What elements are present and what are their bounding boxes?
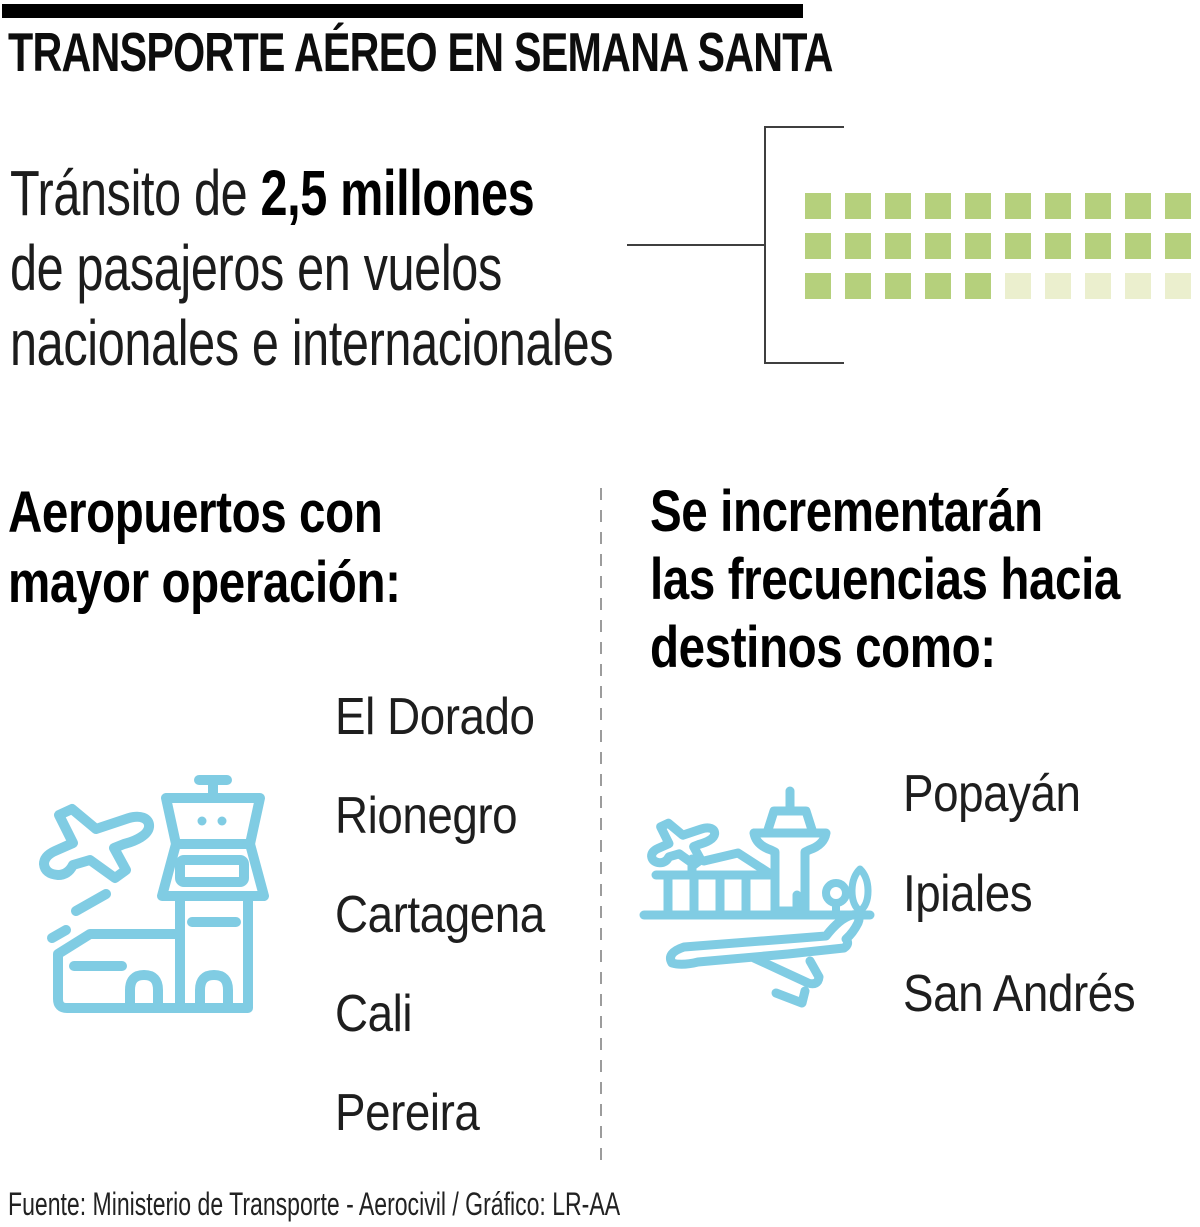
passenger-unit-filled xyxy=(845,193,871,219)
passenger-unit-filled xyxy=(805,193,831,219)
tower-cab xyxy=(161,793,265,849)
list-item: Pereira xyxy=(335,1083,480,1142)
lead-line-2: de pasajeros en vuelos xyxy=(10,232,502,304)
passenger-unit-filled xyxy=(1125,233,1151,259)
list-item: Popayán xyxy=(903,765,1081,823)
passenger-unit-filled xyxy=(1125,193,1151,219)
passenger-unit-filled xyxy=(805,273,831,299)
bracket-connector-line xyxy=(627,244,765,246)
airport-destinations-icon xyxy=(639,786,875,1008)
right-section-heading: Se incrementarán las frecuencias hacia d… xyxy=(650,479,1120,680)
passenger-unit-faded xyxy=(1005,273,1031,299)
list-item: San Andrés xyxy=(903,965,1136,1023)
lead-line-3: nacionales e internacionales xyxy=(10,307,614,379)
passenger-unit-filled xyxy=(1005,233,1031,259)
passenger-unit-filled xyxy=(885,193,911,219)
major-airports-list: El Dorado Rionegro Cartagena Cali Pereira xyxy=(335,667,545,1162)
passenger-unit-filled xyxy=(1045,193,1071,219)
passenger-unit-filled xyxy=(845,233,871,259)
destinations-list: Popayán Ipiales San Andrés xyxy=(903,744,1136,1044)
cab-window-dot xyxy=(197,816,207,826)
passenger-unit-faded xyxy=(1045,273,1071,299)
passenger-unit-faded xyxy=(1085,273,1111,299)
flying-plane-wing xyxy=(749,953,824,989)
motion-dash xyxy=(71,889,111,916)
bracket-bottom-arm xyxy=(764,362,844,364)
list-item: El Dorado xyxy=(335,687,535,746)
top-rule xyxy=(2,4,803,18)
source-credit: Fuente: Ministerio de Transporte - Aeroc… xyxy=(8,1186,621,1222)
passenger-unit-filled xyxy=(965,193,991,219)
terminal-columns xyxy=(663,874,751,918)
passenger-unit-filled xyxy=(925,233,951,259)
cypress-tree xyxy=(848,865,872,915)
list-item: Cartagena xyxy=(335,885,545,944)
cab-window-dot xyxy=(217,816,227,826)
flare-window xyxy=(175,855,249,887)
tower-flare xyxy=(157,839,269,901)
passenger-unit-filled xyxy=(1085,193,1111,219)
lead-highlight: 2,5 millones xyxy=(260,157,535,229)
terminal-door-arch xyxy=(125,970,163,1013)
tower-shaft xyxy=(175,891,253,1013)
passenger-unit-filled xyxy=(845,273,871,299)
lead-line-1: Tránsito de 2,5 millones xyxy=(10,157,535,229)
list-item: Rionegro xyxy=(335,786,518,845)
terminal-building xyxy=(53,929,185,1013)
bracket-vertical-line xyxy=(764,126,766,364)
passenger-unit-filled xyxy=(1045,233,1071,259)
airport-control-tower-icon xyxy=(39,775,269,1013)
roof-slant xyxy=(699,848,777,880)
passenger-unit-filled xyxy=(885,273,911,299)
page-title: TRANSPORTE AÉREO EN SEMANA SANTA xyxy=(8,21,833,83)
bracket-top-arm xyxy=(764,126,844,128)
passenger-unit-filled xyxy=(1165,193,1191,219)
passenger-unit-filled xyxy=(805,233,831,259)
passenger-unit-filled xyxy=(885,233,911,259)
passenger-unit-filled xyxy=(1005,193,1031,219)
passenger-unit-filled xyxy=(925,193,951,219)
flying-plane-fuselage xyxy=(666,910,864,969)
passenger-unit-filled xyxy=(925,273,951,299)
lead-text: Tránsito de 2,5 millones de pasajeros en… xyxy=(10,156,614,381)
passenger-unit-filled xyxy=(1085,233,1111,259)
list-item: Ipiales xyxy=(903,865,1033,923)
column-divider xyxy=(600,488,602,1170)
passenger-unit-faded xyxy=(1165,273,1191,299)
left-section-heading: Aeropuertos con mayor operación: xyxy=(8,480,401,615)
passenger-unit-filled xyxy=(965,273,991,299)
passenger-unit-grid xyxy=(805,193,1191,299)
passenger-unit-filled xyxy=(1165,233,1191,259)
passenger-unit-filled xyxy=(965,233,991,259)
flying-plane-fin xyxy=(771,986,810,1008)
list-item: Cali xyxy=(335,984,413,1043)
shaft-door-arch xyxy=(195,970,233,1013)
takeoff-plane-icon xyxy=(39,804,154,883)
passenger-unit-faded xyxy=(1125,273,1151,299)
motion-dash xyxy=(47,925,71,943)
small-plane-icon xyxy=(647,818,720,870)
